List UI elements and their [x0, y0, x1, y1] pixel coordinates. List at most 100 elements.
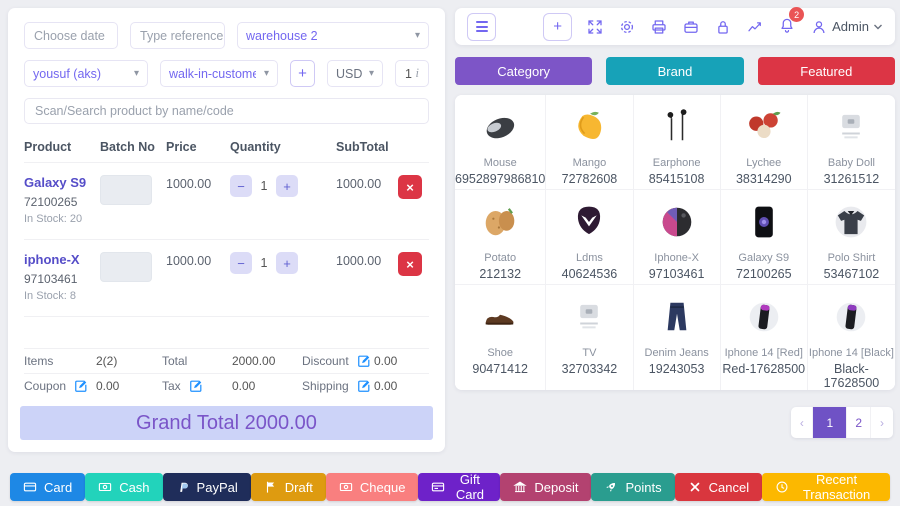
product-card-tv[interactable]: TV 32703342 — [546, 285, 634, 390]
ldms-logo-image — [578, 206, 601, 235]
payment-label: Recent Transaction — [802, 472, 871, 502]
pagination-page-1[interactable]: 1 — [813, 407, 848, 438]
reference-input[interactable]: Type reference nu — [130, 22, 225, 49]
batch-no-input[interactable] — [100, 252, 152, 282]
product-card-iphone-14-red[interactable]: Iphone 14 [Red] Red-17628500 — [720, 285, 808, 390]
cancel-x-icon — [690, 482, 699, 492]
product-code: 72782608 — [561, 172, 618, 186]
pagination-prev-button[interactable]: ‹ — [791, 407, 814, 438]
card-payment-button[interactable]: Card — [10, 473, 86, 501]
product-card-lychee[interactable]: Lychee 38314290 — [720, 95, 808, 190]
seller-select[interactable]: yousuf (aks) ▾ — [24, 60, 148, 87]
date-input[interactable]: Choose date — [24, 22, 118, 49]
discount-label: Discount — [302, 354, 349, 368]
product-name: Iphone-X — [654, 252, 699, 264]
product-card-galaxy-s9[interactable]: Galaxy S9 72100265 — [720, 190, 808, 285]
product-code: 85415108 — [648, 172, 705, 186]
pagination-next-button[interactable]: › — [871, 407, 893, 438]
settings-gear-icon[interactable] — [618, 18, 636, 36]
batch-no-input[interactable] — [100, 175, 152, 205]
product-card-iphone-14-black[interactable]: Iphone 14 [Black] Black-17628500 — [807, 285, 895, 390]
recent-transaction-button[interactable]: Recent Transaction — [762, 472, 890, 502]
customer-select[interactable]: walk-in-customer i ▾ — [160, 60, 278, 87]
qty-increase-button[interactable]: + — [276, 252, 298, 274]
product-code: 19243053 — [648, 362, 705, 376]
cheque-payment-button[interactable]: Cheque — [325, 473, 419, 501]
currency-select[interactable]: USD ▾ — [327, 60, 383, 87]
product-card-baby-doll[interactable]: Baby Doll 31261512 — [807, 95, 895, 190]
payment-label: Draft — [284, 479, 313, 495]
col-product: Product — [24, 140, 72, 154]
edit-shipping-icon[interactable] — [357, 379, 371, 393]
edit-tax-icon[interactable] — [189, 379, 203, 393]
qty-decrease-button[interactable]: − — [230, 252, 252, 274]
points-payment-button[interactable]: Points — [591, 473, 675, 501]
mango-image — [578, 111, 602, 139]
paypal-payment-button[interactable]: PayPal — [162, 473, 251, 501]
product-card-shoe[interactable]: Shoe 90471412 — [455, 285, 547, 390]
featured-filter-button[interactable]: Featured — [757, 57, 895, 85]
cash-payment-button[interactable]: Cash — [85, 473, 163, 501]
product-card-denim-jeans[interactable]: Denim Jeans 19243053 — [633, 285, 721, 390]
fullscreen-icon[interactable] — [586, 18, 604, 36]
product-code: 6952897986810 — [455, 172, 546, 186]
warehouse-value: warehouse 2 — [246, 28, 318, 43]
printer-icon[interactable] — [650, 18, 668, 36]
product-search-input[interactable]: Scan/Search product by name/code — [24, 98, 429, 124]
earphone-image — [667, 109, 687, 141]
chevron-down-icon — [874, 24, 882, 29]
exchange-rate-value: 1 — [405, 66, 412, 81]
add-product-button[interactable]: + — [543, 12, 573, 41]
category-filter-button[interactable]: Category — [455, 57, 593, 85]
product-card-ldms[interactable]: Ldms 40624536 — [546, 190, 634, 285]
cart-product-link[interactable]: Galaxy S9 — [24, 175, 87, 190]
menu-button[interactable] — [467, 12, 496, 41]
admin-menu[interactable]: Admin — [810, 18, 883, 36]
pagination-page-2[interactable]: 2 — [847, 407, 871, 438]
exchange-rate-input[interactable]: 1 i — [395, 60, 429, 87]
add-customer-button[interactable]: + — [290, 60, 315, 87]
sales-trend-icon[interactable] — [746, 18, 764, 36]
brand-filter-button[interactable]: Brand — [606, 57, 744, 85]
gift-card-payment-button[interactable]: Gift Card — [418, 472, 501, 502]
chevron-down-icon: ▾ — [133, 68, 139, 79]
info-icon: i — [415, 66, 419, 80]
qty-decrease-button[interactable]: − — [230, 175, 252, 197]
lock-icon[interactable] — [714, 18, 732, 36]
filter-bar: Category Brand Featured — [455, 57, 895, 85]
product-code: 53467102 — [823, 267, 880, 281]
remove-item-button[interactable]: × — [398, 252, 422, 276]
chevron-down-icon: ▾ — [368, 68, 374, 79]
product-card-earphone[interactable]: Earphone 85415108 — [633, 95, 721, 190]
product-card-polo-shirt[interactable]: Polo Shirt 53467102 — [807, 190, 895, 285]
edit-discount-icon[interactable] — [357, 354, 371, 368]
hamburger-icon — [475, 21, 488, 32]
product-code: Black-17628500 — [823, 362, 880, 390]
banknote-icon — [339, 482, 353, 492]
cancel-button[interactable]: Cancel — [674, 473, 763, 501]
qty-value: 1 — [260, 256, 268, 270]
product-card-mouse[interactable]: Mouse 6952897986810 — [455, 95, 547, 190]
product-card-iphone-x[interactable]: Iphone-X 97103461 — [633, 190, 721, 285]
remove-item-button[interactable]: × — [398, 175, 422, 199]
banknote-icon — [99, 482, 112, 492]
draft-button[interactable]: Draft — [250, 473, 326, 501]
product-code: 40624536 — [561, 267, 618, 281]
notifications-button[interactable]: 2 — [778, 7, 805, 37]
grand-total: Grand Total 2000.00 — [20, 406, 433, 440]
cart-table-header: Product Batch No Price Quantity SubTotal — [24, 134, 429, 163]
cart-product-stock: In Stock: 8 — [24, 290, 76, 302]
polo-shirt-image — [836, 206, 867, 238]
product-card-potato[interactable]: Potato 212132 — [455, 190, 547, 285]
deposit-button[interactable]: Deposit — [500, 473, 592, 501]
product-name: Iphone 14 [Black] — [808, 347, 894, 359]
payment-label: Cheque — [359, 479, 406, 495]
cart-subtotal: 1000.00 — [336, 254, 382, 268]
warehouse-select[interactable]: warehouse 2 ▾ — [237, 22, 429, 49]
edit-coupon-icon[interactable] — [74, 379, 88, 393]
shoe-image — [485, 314, 514, 325]
qty-increase-button[interactable]: + — [276, 175, 298, 197]
product-card-mango[interactable]: Mango 72782608 — [546, 95, 634, 190]
cart-product-link[interactable]: iphone-X — [24, 252, 80, 267]
briefcase-icon[interactable] — [682, 18, 700, 36]
